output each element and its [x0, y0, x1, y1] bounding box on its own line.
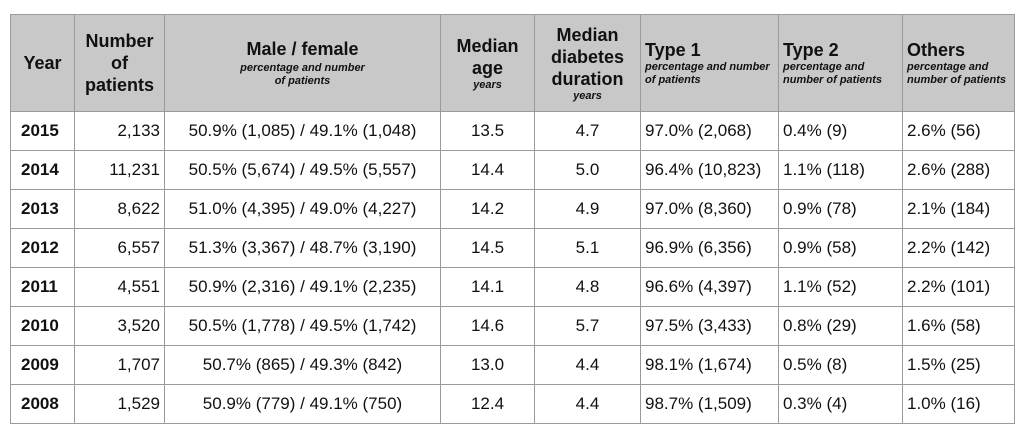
- cell-age: 14.5: [440, 228, 535, 268]
- table-row: 2010 3,520 50.5% (1,778) / 49.5% (1,742)…: [10, 306, 1015, 346]
- cell-type1: 96.4% (10,823): [640, 150, 779, 190]
- cell-sex: 51.0% (4,395) / 49.0% (4,227): [164, 189, 441, 229]
- cell-others: 2.6% (56): [902, 111, 1015, 151]
- cell-type2: 0.8% (29): [778, 306, 903, 346]
- cell-patients: 4,551: [74, 267, 165, 307]
- cell-type1: 96.9% (6,356): [640, 228, 779, 268]
- cell-duration: 5.1: [534, 228, 641, 268]
- cell-duration: 4.4: [534, 384, 641, 424]
- cell-type1: 98.1% (1,674): [640, 345, 779, 385]
- cell-type1: 97.5% (3,433): [640, 306, 779, 346]
- cell-others: 1.5% (25): [902, 345, 1015, 385]
- patient-statistics-table: Year Number of patients Male / female pe…: [10, 14, 1015, 424]
- header-type1-sublabel: percentage and number of patients: [645, 61, 770, 86]
- header-type2-sublabel: percentage and number of patients: [783, 61, 883, 86]
- cell-others: 1.6% (58): [902, 306, 1015, 346]
- cell-age: 14.2: [440, 189, 535, 229]
- cell-age: 14.1: [440, 267, 535, 307]
- cell-others: 2.1% (184): [902, 189, 1015, 229]
- cell-year: 2010: [10, 306, 75, 346]
- header-year-label: Year: [23, 53, 62, 73]
- cell-age: 14.6: [440, 306, 535, 346]
- cell-type1: 98.7% (1,509): [640, 384, 779, 424]
- cell-sex: 50.9% (1,085) / 49.1% (1,048): [164, 111, 441, 151]
- cell-age: 12.4: [440, 384, 535, 424]
- table-row: 2008 1,529 50.9% (779) / 49.1% (750) 12.…: [10, 384, 1015, 424]
- cell-age: 14.4: [440, 150, 535, 190]
- cell-duration: 4.7: [534, 111, 641, 151]
- cell-year: 2012: [10, 228, 75, 268]
- cell-patients: 8,622: [74, 189, 165, 229]
- cell-type2: 0.3% (4): [778, 384, 903, 424]
- header-age-sublabel: years: [473, 78, 502, 91]
- table-body: 2015 2,133 50.9% (1,085) / 49.1% (1,048)…: [10, 111, 1015, 424]
- header-others-label: Others: [907, 40, 966, 60]
- cell-year: 2008: [10, 384, 75, 424]
- cell-year: 2011: [10, 267, 75, 307]
- header-sex-label: Male / female: [246, 39, 359, 59]
- cell-duration: 4.8: [534, 267, 641, 307]
- cell-duration: 5.0: [534, 150, 641, 190]
- header-type1: Type 1 percentage and number of patients: [640, 14, 779, 112]
- cell-patients: 3,520: [74, 306, 165, 346]
- cell-year: 2013: [10, 189, 75, 229]
- cell-type1: 97.0% (8,360): [640, 189, 779, 229]
- header-type1-label: Type 1: [645, 40, 701, 60]
- cell-patients: 11,231: [74, 150, 165, 190]
- cell-type1: 97.0% (2,068): [640, 111, 779, 151]
- cell-duration: 4.4: [534, 345, 641, 385]
- table-header: Year Number of patients Male / female pe…: [10, 14, 1015, 112]
- header-patients-label: Number of patients: [84, 31, 154, 95]
- cell-patients: 1,529: [74, 384, 165, 424]
- cell-type2: 0.5% (8): [778, 345, 903, 385]
- cell-type2: 1.1% (52): [778, 267, 903, 307]
- header-row: Year Number of patients Male / female pe…: [10, 14, 1015, 112]
- header-sex-sublabel: percentage and number of patients: [240, 62, 365, 87]
- cell-type1: 96.6% (4,397): [640, 267, 779, 307]
- cell-sex: 50.9% (779) / 49.1% (750): [164, 384, 441, 424]
- table-row: 2014 11,231 50.5% (5,674) / 49.5% (5,557…: [10, 150, 1015, 190]
- table-row: 2011 4,551 50.9% (2,316) / 49.1% (2,235)…: [10, 267, 1015, 307]
- table-row: 2015 2,133 50.9% (1,085) / 49.1% (1,048)…: [10, 111, 1015, 151]
- header-others-sublabel: percentage and number of patients: [907, 61, 1007, 86]
- cell-age: 13.0: [440, 345, 535, 385]
- cell-type2: 0.9% (58): [778, 228, 903, 268]
- cell-others: 2.2% (101): [902, 267, 1015, 307]
- cell-sex: 50.5% (1,778) / 49.5% (1,742): [164, 306, 441, 346]
- header-age-label: Median age: [456, 35, 519, 78]
- cell-patients: 2,133: [74, 111, 165, 151]
- cell-sex: 50.7% (865) / 49.3% (842): [164, 345, 441, 385]
- cell-sex: 50.9% (2,316) / 49.1% (2,235): [164, 267, 441, 307]
- cell-type2: 0.4% (9): [778, 111, 903, 151]
- header-patients: Number of patients: [74, 14, 165, 112]
- header-duration-label: Median diabetes duration: [550, 24, 625, 89]
- header-age: Median age years: [440, 14, 535, 112]
- cell-patients: 6,557: [74, 228, 165, 268]
- cell-sex: 51.3% (3,367) / 48.7% (3,190): [164, 228, 441, 268]
- cell-year: 2009: [10, 345, 75, 385]
- header-type2: Type 2 percentage and number of patients: [778, 14, 903, 112]
- cell-others: 2.6% (288): [902, 150, 1015, 190]
- table-row: 2009 1,707 50.7% (865) / 49.3% (842) 13.…: [10, 345, 1015, 385]
- cell-duration: 5.7: [534, 306, 641, 346]
- header-type2-label: Type 2: [783, 40, 839, 60]
- cell-sex: 50.5% (5,674) / 49.5% (5,557): [164, 150, 441, 190]
- cell-year: 2015: [10, 111, 75, 151]
- cell-year: 2014: [10, 150, 75, 190]
- header-others: Others percentage and number of patients: [902, 14, 1015, 112]
- cell-patients: 1,707: [74, 345, 165, 385]
- cell-age: 13.5: [440, 111, 535, 151]
- table-row: 2013 8,622 51.0% (4,395) / 49.0% (4,227)…: [10, 189, 1015, 229]
- table-container: Year Number of patients Male / female pe…: [10, 14, 1015, 424]
- header-year: Year: [10, 14, 75, 112]
- cell-type2: 0.9% (78): [778, 189, 903, 229]
- header-duration-sublabel: years: [573, 89, 602, 102]
- header-sex: Male / female percentage and number of p…: [164, 14, 441, 112]
- header-duration: Median diabetes duration years: [534, 14, 641, 112]
- cell-others: 2.2% (142): [902, 228, 1015, 268]
- cell-others: 1.0% (16): [902, 384, 1015, 424]
- cell-type2: 1.1% (118): [778, 150, 903, 190]
- cell-duration: 4.9: [534, 189, 641, 229]
- table-row: 2012 6,557 51.3% (3,367) / 48.7% (3,190)…: [10, 228, 1015, 268]
